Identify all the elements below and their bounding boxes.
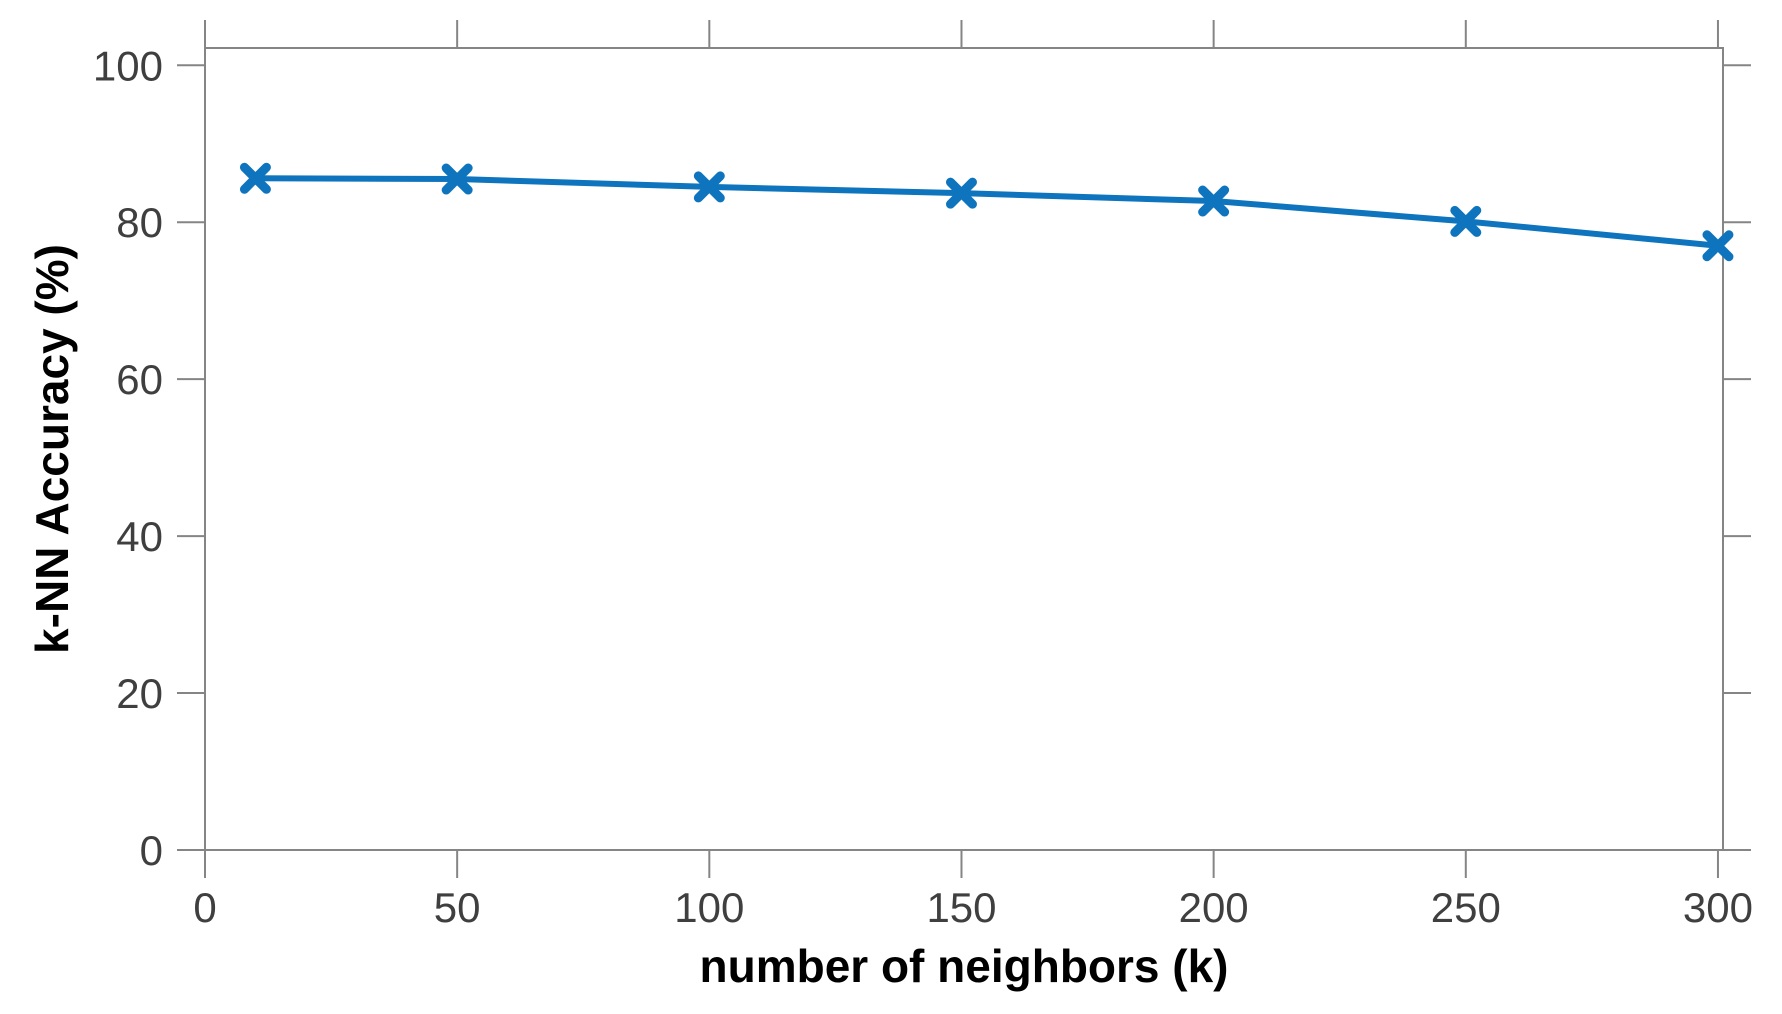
data-point-marker (239, 162, 271, 194)
y-tick-label: 80 (116, 199, 163, 246)
x-tick-label: 300 (1683, 884, 1753, 931)
x-tick-label: 50 (434, 884, 481, 931)
data-point-marker (1198, 185, 1230, 217)
y-tick-label: 20 (116, 670, 163, 717)
data-point-marker (1702, 230, 1734, 262)
data-point-marker (441, 163, 473, 195)
y-tick-label: 100 (93, 42, 163, 89)
data-point-marker (693, 171, 725, 203)
plot-box (204, 47, 1724, 851)
data-point-marker (1450, 205, 1482, 237)
y-tick-label: 60 (116, 356, 163, 403)
data-point-marker (945, 177, 977, 209)
y-axis-label: k-NN Accuracy (%) (26, 244, 78, 654)
data-line (252, 175, 1721, 249)
x-tick-label: 200 (1179, 884, 1249, 931)
x-tick-label: 150 (926, 884, 996, 931)
y-tick-label: 0 (140, 827, 163, 874)
y-tick-label: 40 (116, 513, 163, 560)
x-tick-label: 250 (1431, 884, 1501, 931)
x-tick-label: 100 (674, 884, 744, 931)
x-tick-label: 0 (193, 884, 216, 931)
x-axis-label: number of neighbors (k) (699, 940, 1229, 992)
